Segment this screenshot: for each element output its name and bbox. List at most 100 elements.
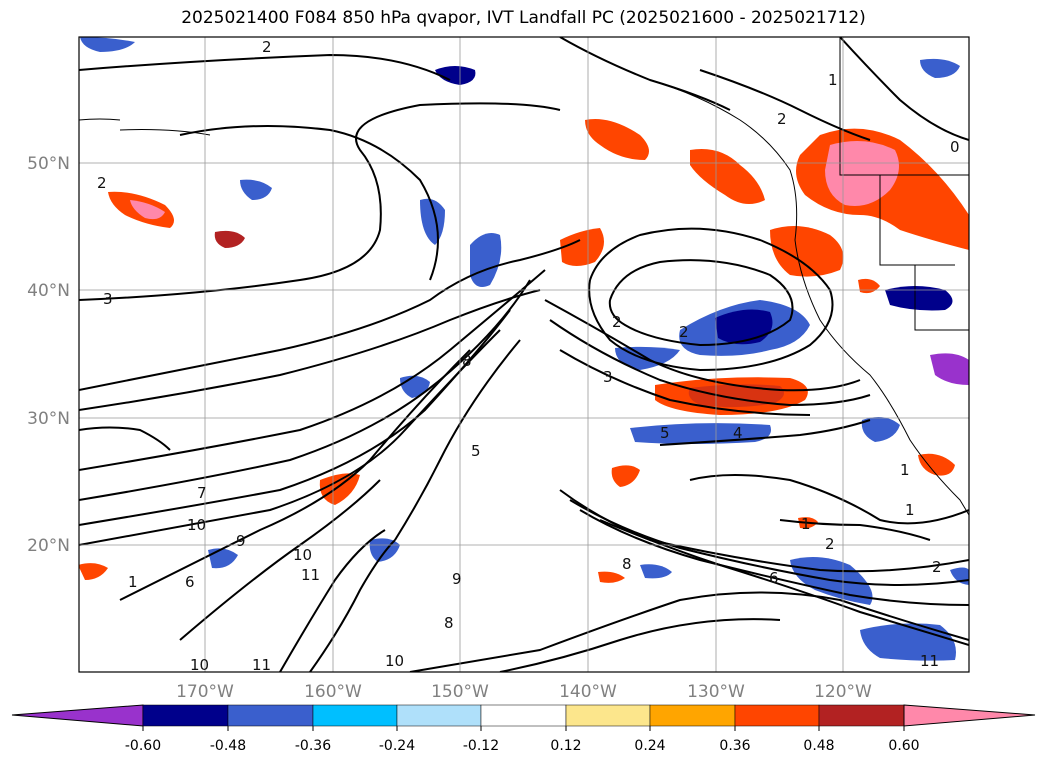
contour-line	[544, 299, 861, 392]
contour-label: 0	[950, 138, 960, 156]
lon-label: 170°W	[176, 682, 234, 702]
contour-line	[599, 519, 969, 646]
contour-line	[179, 125, 439, 281]
colorbar-tick-label: 0.12	[550, 738, 581, 754]
plot-frame	[78, 36, 970, 673]
colorbar-tick-labels: -0.60 -0.48 -0.36 -0.24 -0.12 0.12 0.24 …	[125, 738, 920, 754]
latitude-labels: 50°N 40°N 30°N 20°N	[27, 154, 70, 556]
contour-label: 1	[905, 501, 915, 519]
contour-line	[79, 426, 171, 451]
contour-line	[79, 239, 581, 391]
colorbar-segment	[142, 704, 229, 727]
colorbar-tick-label: 0.24	[634, 738, 665, 754]
anomaly-patch-west-pacific-core	[130, 200, 165, 220]
contour-label: 1	[128, 573, 138, 591]
colorbar-tick-label: 0.48	[803, 738, 834, 754]
lat-label: 40°N	[27, 281, 70, 301]
plot-area: 2 2 3 8 7 10 9 6 1 10 11 10 10 11 2 2 3 …	[79, 37, 969, 672]
contour-label: 1	[801, 515, 811, 533]
colorbar-tick-label: -0.60	[125, 738, 161, 754]
longitude-labels: 170°W 160°W 150°W 140°W 130°W 120°W	[176, 682, 872, 702]
anomaly-patch-tropical-3	[640, 564, 672, 579]
anomaly-patch-west	[240, 179, 272, 200]
contour-label: 2	[679, 323, 689, 341]
contour-line	[499, 618, 781, 672]
colorbar-ticks	[142, 726, 905, 731]
contour-label: 9	[452, 570, 462, 588]
anomaly-patch-east-central-core	[715, 309, 773, 345]
contour-line	[579, 509, 969, 606]
contour-line	[309, 539, 396, 672]
colorbar: -0.60 -0.48 -0.36 -0.24 -0.12 0.12 0.24 …	[11, 704, 1036, 754]
contour-label: 6	[769, 569, 779, 587]
contour-labels: 2 2 3 8 7 10 9 6 1 10 11 10 10 11 2 2 3 …	[97, 38, 960, 672]
anomaly-patch-oregon	[770, 226, 844, 277]
contour-label: 2	[825, 535, 835, 553]
colorbar-segment	[312, 704, 398, 727]
contour-line	[79, 289, 541, 411]
contour-label: 6	[185, 573, 195, 591]
contour-label: 2	[612, 313, 622, 331]
lat-label: 50°N	[27, 154, 70, 174]
anomaly-patch-small-6	[598, 571, 625, 583]
contour-line	[79, 53, 451, 81]
contour-line	[569, 499, 969, 586]
anomaly-patch-socal	[885, 286, 953, 311]
coastline-alaska	[79, 118, 211, 136]
colorbar-segment	[818, 704, 905, 727]
anomaly-patch-mexico	[861, 416, 900, 442]
anomaly-patch-alaska-2	[80, 37, 135, 52]
coastline-north-america	[649, 79, 969, 516]
colorbar-tick-label: 0.60	[888, 738, 919, 754]
contour-line	[394, 339, 521, 541]
lon-label: 130°W	[687, 682, 745, 702]
contour-label: 10	[385, 652, 404, 670]
gridlines	[79, 37, 969, 672]
coastlines	[79, 37, 969, 516]
contour-label: 3	[603, 368, 613, 386]
colorbar-tick-label: -0.24	[379, 738, 415, 754]
contour-line	[119, 349, 471, 601]
colorbar-segment	[480, 704, 567, 727]
colorbar-tick-label: -0.48	[210, 738, 246, 754]
contour-label: 1	[828, 71, 838, 89]
contour-label: 8	[622, 555, 632, 573]
anomaly-patch-baja	[918, 453, 955, 476]
anomaly-patch-central	[560, 228, 604, 266]
map-title: 2025021400 F084 850 hPa qvapor, IVT Land…	[181, 8, 866, 28]
lon-label: 150°W	[431, 682, 489, 702]
contour-line	[699, 69, 871, 141]
contour-line	[549, 319, 871, 407]
contour-line	[559, 349, 811, 416]
border-states	[879, 175, 969, 331]
contour-line	[79, 269, 546, 471]
anomaly-patch-socal-2	[930, 353, 969, 385]
contour-label: 11	[301, 566, 320, 584]
contour-label: 9	[236, 532, 246, 550]
border-us-canada	[839, 37, 969, 176]
lat-label: 30°N	[27, 409, 70, 429]
lon-label: 160°W	[304, 682, 362, 702]
contour-line	[409, 591, 969, 672]
contour-line	[779, 519, 931, 541]
contour-label: 10	[293, 546, 312, 564]
contour-label: 1	[900, 461, 910, 479]
contour-line	[659, 419, 871, 446]
anomaly-patch-small-4	[79, 563, 108, 580]
colorbar-segment	[734, 704, 820, 727]
contour-line	[279, 529, 386, 672]
anomaly-patch-small-1	[214, 230, 245, 248]
contour-label: 4	[733, 424, 743, 442]
contour-label: 7	[197, 484, 207, 502]
contour-label: 3	[103, 290, 113, 308]
colorbar-segment	[649, 704, 736, 727]
anomaly-patch-subtropical-south	[630, 423, 771, 444]
colorbar-tick-label: -0.36	[295, 738, 331, 754]
anomaly-patch-small-3	[611, 465, 640, 487]
lon-label: 120°W	[814, 682, 872, 702]
contour-line	[79, 102, 561, 301]
colorbar-segment	[227, 704, 314, 727]
contour-label: 2	[262, 38, 272, 56]
contour-label: 11	[920, 652, 939, 670]
